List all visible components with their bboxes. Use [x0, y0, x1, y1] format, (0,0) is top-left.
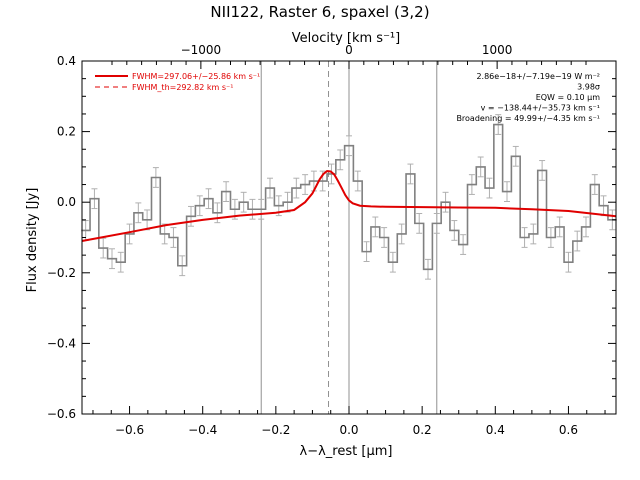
annotation-line: Broadening = 49.99+/−4.35 km s⁻¹ — [456, 114, 600, 123]
top-tick-label: −1000 — [181, 43, 222, 57]
x-tick-label: 0.2 — [413, 423, 432, 437]
y-axis-label: Flux density [Jy] — [25, 188, 40, 293]
top-tick-label: 1000 — [482, 43, 513, 57]
x-tick-label: −0.6 — [115, 423, 144, 437]
spectrum-step-series — [81, 123, 617, 271]
annotation-line: 2.86e−18+/−7.19e−19 W m⁻² — [476, 72, 600, 81]
annotation-line: 3.98σ — [577, 83, 600, 92]
y-tick-label: 0.4 — [57, 54, 76, 68]
chart-title: NII122, Raster 6, spaxel (3,2) — [210, 3, 429, 21]
legend: FWHM=297.06+/−25.86 km s⁻¹ FWHM_th=292.82… — [95, 72, 260, 92]
x-tick-label: −0.4 — [188, 423, 217, 437]
x-axis-label: λ−λ_rest [μm] — [300, 444, 393, 459]
top-axis-label: Velocity [km s⁻¹] — [292, 31, 400, 46]
x-tick-label: 0.0 — [339, 423, 358, 437]
y-tick-label: 0.0 — [57, 195, 76, 209]
legend-label: FWHM=297.06+/−25.86 km s⁻¹ — [132, 72, 260, 81]
y-tick-label: 0.2 — [57, 125, 76, 139]
x-tick-label: −0.2 — [261, 423, 290, 437]
annotation-line: v = −138.44+/−35.73 km s⁻¹ — [481, 104, 600, 113]
y-tick-label: −0.6 — [47, 407, 76, 421]
legend-label: FWHM_th=292.82 km s⁻¹ — [132, 83, 233, 92]
fit-curve — [81, 170, 617, 242]
y-tick-label: −0.2 — [47, 266, 76, 280]
x-tick-label: 0.4 — [486, 423, 505, 437]
top-tick-label: 0 — [345, 43, 353, 57]
x-tick-label: 0.6 — [559, 423, 578, 437]
annotation-line: EQW = 0.10 μm — [536, 93, 600, 102]
y-tick-label: −0.4 — [47, 336, 76, 350]
